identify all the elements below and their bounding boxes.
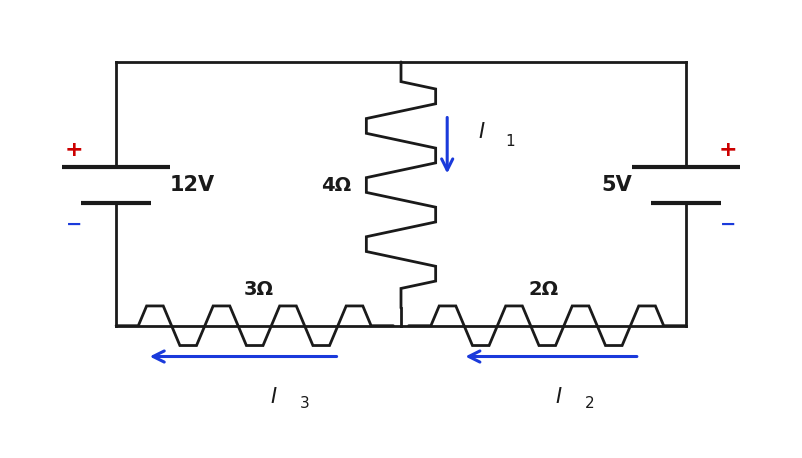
- Text: +: +: [64, 140, 83, 160]
- Text: I: I: [478, 122, 484, 142]
- Text: 3: 3: [300, 396, 310, 411]
- Text: 3Ω: 3Ω: [244, 280, 273, 300]
- Text: I: I: [556, 387, 562, 407]
- Text: −: −: [720, 215, 736, 234]
- Text: I: I: [271, 387, 277, 407]
- Text: 2Ω: 2Ω: [529, 280, 558, 300]
- Text: 2: 2: [585, 396, 594, 411]
- Text: 12V: 12V: [170, 175, 215, 195]
- Text: 1: 1: [505, 134, 515, 148]
- Text: +: +: [719, 140, 738, 160]
- Text: −: −: [66, 215, 82, 234]
- Text: 5V: 5V: [602, 175, 632, 195]
- Text: 4Ω: 4Ω: [321, 175, 351, 195]
